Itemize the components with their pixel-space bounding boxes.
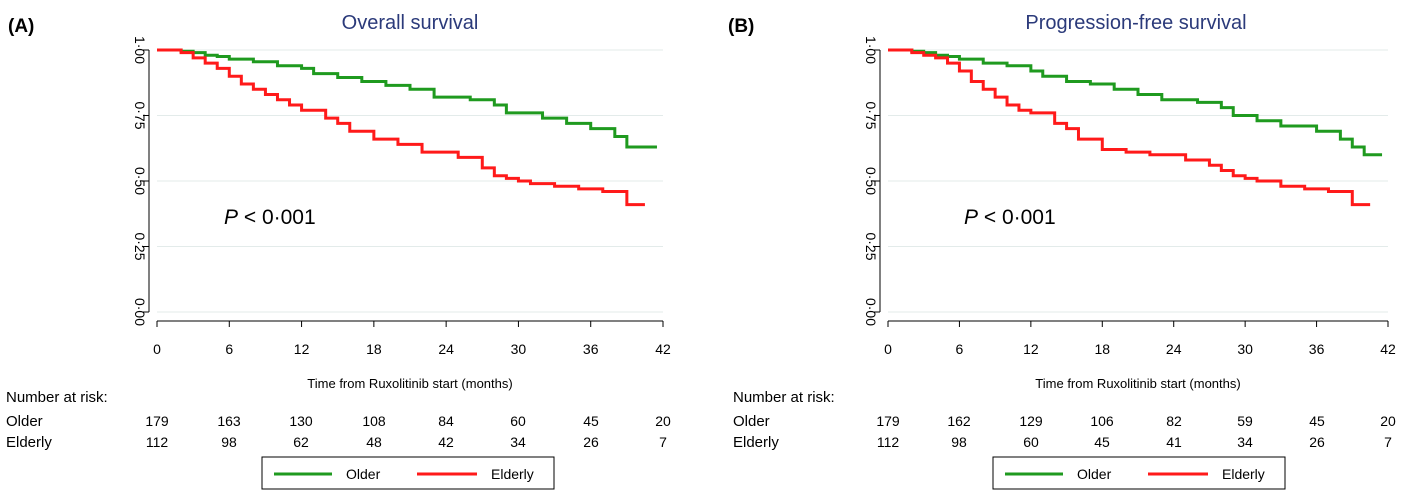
x-tick-label: 30 [511,341,527,357]
y-tick-label: 0·50 [132,167,148,195]
x-tick-label: 18 [366,341,382,357]
risk-cell: 45 [1309,413,1325,429]
legend-label-elderly: Elderly [491,466,534,482]
legend-label-older: Older [1077,466,1112,482]
risk-cell: 7 [659,434,667,450]
risk-table-header: Number at risk: [6,389,108,406]
risk-cell: 26 [1309,434,1325,450]
y-tick-label: 0·00 [132,298,148,326]
risk-cell: 42 [438,434,454,450]
x-tick-label: 0 [153,341,161,357]
series-line-older [888,48,1383,157]
legend: Older Elderly [992,456,1286,490]
x-tick-label: 36 [583,341,599,357]
risk-row-label-elderly: Elderly [733,434,779,451]
risk-cell: 20 [1380,413,1396,429]
risk-cell: 112 [877,434,900,450]
panel-a: (A) Overall survival 0·00 0·25 0·50 0·75 1·0… [6,12,671,490]
risk-cell: 179 [876,413,900,429]
risk-cell: 162 [947,413,971,429]
risk-cell: 129 [1019,413,1043,429]
risk-cell: 130 [289,413,313,429]
y-tick-label: 1·00 [132,36,148,64]
x-tick-label: 0 [884,341,892,357]
risk-row-label-elderly: Elderly [6,434,52,451]
p-value-annotation: P < 0·001 [224,206,316,229]
risk-row-label-older: Older [6,413,43,430]
panel-letter: (B) [728,16,754,37]
risk-cell: 26 [583,434,599,450]
legend-label-older: Older [346,466,381,482]
x-tick-label: 24 [438,341,454,357]
series-line-elderly [157,48,645,207]
risk-cell: 60 [1023,434,1039,450]
y-tick-label: 0·00 [863,298,879,326]
y-tick-label: 1·00 [863,36,879,64]
risk-cell: 45 [1094,434,1110,450]
panel-b: (B) Progression-free survival 0·000·250·… [728,12,1396,490]
y-tick-label: 0·75 [863,101,879,129]
risk-cell: 59 [1237,413,1253,429]
x-axis-label: Time from Ruxolitinib start (months) [1035,376,1240,391]
y-tick-label: 0·50 [863,167,879,195]
risk-row-label-older: Older [733,413,770,430]
x-tick-label: 6 [225,341,233,357]
y-tick-label: 0·25 [132,232,148,260]
risk-cell: 112 [146,434,169,450]
risk-cell: 41 [1166,434,1182,450]
plot-area: 0·00 0·25 0·50 0·75 1·00 0 6 12 18 24 30 36 42 [132,36,671,357]
x-tick-label: 18 [1094,341,1110,357]
series-line-elderly [888,48,1371,207]
x-tick-label: 12 [294,341,310,357]
x-tick-label: 12 [1023,341,1039,357]
risk-cell: 84 [438,413,454,429]
y-tick-label: 0·75 [132,101,148,129]
risk-table: 179 163 130 108 84 60 45 20 112 98 62 48 42 34 26 7 [145,413,671,450]
x-tick-label: 6 [956,341,964,357]
risk-cell: 20 [655,413,671,429]
risk-cell: 7 [1384,434,1392,450]
x-tick-label: 42 [655,341,671,357]
risk-cell: 62 [293,434,309,450]
x-tick-label: 42 [1380,341,1396,357]
legend: Older Elderly [261,456,555,490]
risk-cell: 163 [217,413,241,429]
y-tick-label: 0·25 [863,232,879,260]
p-value-annotation: P < 0·001 [964,206,1056,229]
risk-cell: 106 [1090,413,1114,429]
risk-cell: 82 [1166,413,1182,429]
legend-label-elderly: Elderly [1222,466,1265,482]
chart-title: Overall survival [342,12,479,34]
risk-cell: 98 [221,434,237,450]
risk-cell: 60 [510,413,526,429]
x-tick-label: 24 [1166,341,1182,357]
risk-cell: 98 [951,434,967,450]
risk-table-header: Number at risk: [733,389,835,406]
plot-area: 0·00 0·25 0·50 0·75 1·00 0 6 12 18 24 30 36 42 [863,36,1396,357]
risk-cell: 108 [362,413,386,429]
series-line-older [157,48,657,149]
panel-letter: (A) [8,16,34,37]
x-axis-label: Time from Ruxolitinib start (months) [307,376,512,391]
x-tick-label: 30 [1237,341,1253,357]
risk-cell: 45 [583,413,599,429]
risk-cell: 34 [1237,434,1253,450]
risk-table: 179 162 129 106 82 59 45 20 112 98 60 45 41 34 26 7 [876,413,1396,450]
risk-cell: 48 [366,434,382,450]
risk-cell: 34 [510,434,526,450]
x-tick-label: 36 [1309,341,1325,357]
chart-title: Progression-free survival [1025,12,1246,34]
risk-cell: 179 [145,413,169,429]
